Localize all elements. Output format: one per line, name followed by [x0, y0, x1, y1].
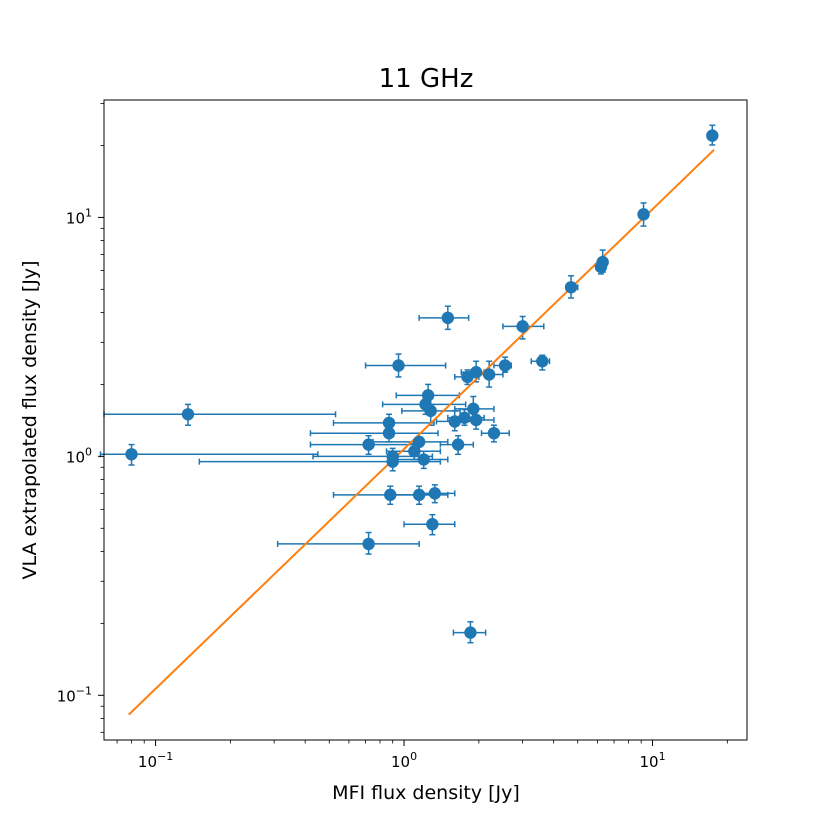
- y-tick-base: 10: [66, 209, 85, 227]
- x-tick-base: 10: [138, 753, 157, 771]
- y-tick-exponent: 0: [85, 445, 92, 458]
- x-axis-label: MFI flux density [Jy]: [332, 782, 520, 804]
- data-point: [487, 426, 501, 440]
- data-point: [637, 208, 650, 221]
- x-tick-base: 10: [391, 753, 410, 771]
- x-tick-label: 100: [391, 750, 417, 771]
- x-tick-label: 10−1: [138, 750, 173, 771]
- x-tick-base: 10: [639, 753, 658, 771]
- data-point: [382, 416, 396, 430]
- axes-frame: [103, 99, 748, 741]
- data-point: [441, 311, 455, 325]
- data-point: [594, 260, 608, 274]
- data-point: [362, 537, 375, 551]
- data-point: [362, 438, 375, 451]
- data-point: [181, 408, 195, 421]
- plot-area: [99, 124, 719, 716]
- y-tick-base: 10: [66, 448, 85, 466]
- data-point: [424, 404, 437, 418]
- data-point: [458, 411, 471, 424]
- data-point: [482, 368, 496, 381]
- data-point: [564, 281, 578, 294]
- y-tick-label: 100: [66, 445, 92, 466]
- y-tick-exponent: 1: [85, 206, 92, 219]
- x-tick-exponent: 0: [410, 750, 417, 763]
- data-point: [498, 359, 512, 372]
- data-point: [428, 487, 442, 500]
- data-point: [125, 448, 138, 461]
- data-point: [464, 626, 477, 639]
- y-axis-label: VLA extrapolated flux density [Jy]: [19, 260, 41, 579]
- data-point: [384, 488, 397, 502]
- data-point: [392, 359, 405, 372]
- x-tick-exponent: 1: [659, 750, 666, 763]
- data-point: [412, 435, 426, 449]
- y-tick-label: 101: [66, 206, 92, 227]
- data-point: [426, 518, 439, 531]
- data-point: [451, 438, 465, 451]
- data-point: [706, 129, 719, 142]
- y-tick-base: 10: [57, 687, 76, 705]
- data-point: [382, 426, 396, 440]
- data-point: [461, 370, 474, 384]
- y-tick-exponent: −1: [76, 684, 92, 697]
- data-point: [386, 455, 399, 468]
- data-point: [408, 445, 421, 458]
- data-point: [516, 320, 529, 333]
- fit-line: [128, 148, 715, 716]
- data-point: [469, 413, 483, 427]
- y-tick-label: 10−1: [57, 684, 92, 705]
- data-point: [536, 355, 549, 368]
- x-tick-exponent: −1: [157, 750, 173, 763]
- x-tick-label: 101: [639, 750, 665, 771]
- data-point: [417, 453, 430, 466]
- data-point: [448, 415, 461, 428]
- data-point: [467, 402, 480, 416]
- chart-title: 11 GHz: [379, 64, 474, 94]
- error-bar-group: [364, 353, 447, 378]
- error-bar-group: [276, 531, 420, 555]
- data-point: [412, 488, 426, 502]
